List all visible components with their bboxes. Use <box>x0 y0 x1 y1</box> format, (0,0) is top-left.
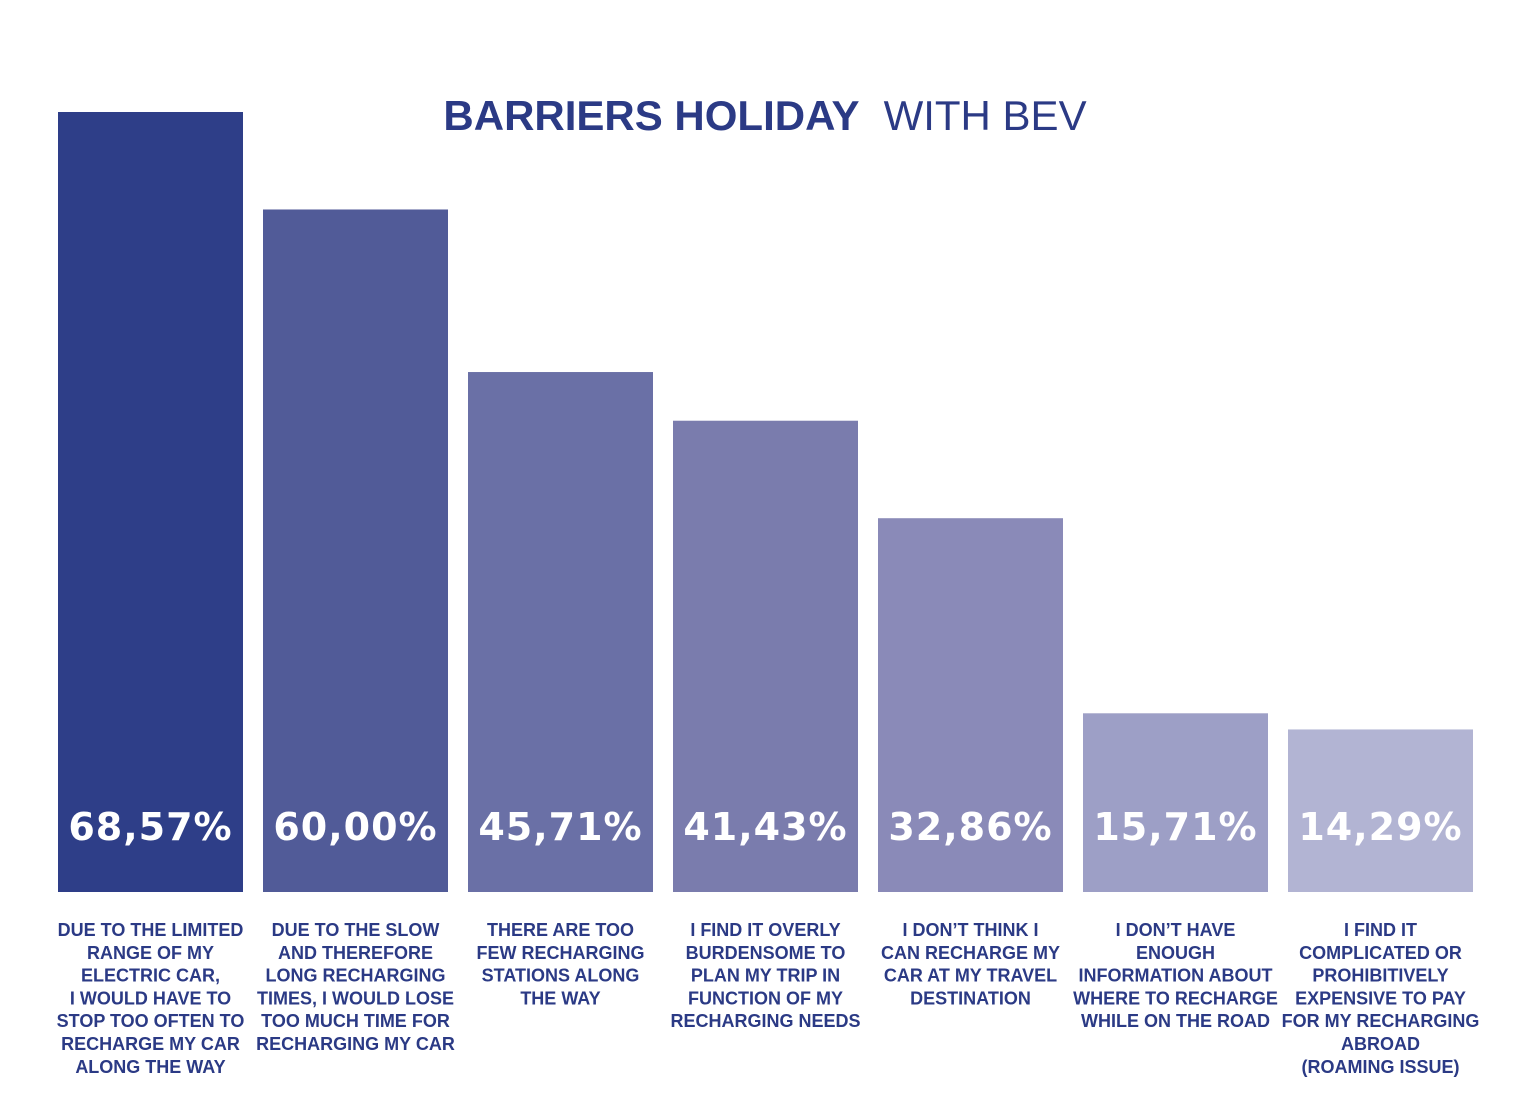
bar-value-label-7: 14,29% <box>1298 805 1462 849</box>
category-label-4: I FIND IT OVERLY BURDENSOME TO PLAN MY TRI… <box>670 920 860 1031</box>
category-label-line: WHERE TO RECHARGE <box>1073 988 1278 1008</box>
bar-value-label-2: 60,00% <box>273 805 437 849</box>
category-label-line: I FIND IT <box>1344 920 1417 940</box>
category-label-3: THERE ARE TOO FEW RECHARGING STATIONS ALON… <box>477 920 645 1008</box>
bar-6 <box>1083 713 1268 892</box>
bar-value-label-1: 68,57% <box>68 805 232 849</box>
category-label-line: COMPLICATED OR <box>1299 943 1462 963</box>
category-label-line: I WOULD HAVE TO <box>70 988 231 1008</box>
category-label-line: RECHARGING MY CAR <box>256 1034 455 1054</box>
category-label-line: RECHARGE MY CAR <box>61 1034 240 1054</box>
category-label-1: DUE TO THE LIMITED RANGE OF MY ELECTRIC CA… <box>57 920 245 1077</box>
category-label-line: STATIONS ALONG <box>482 966 640 986</box>
bar-3 <box>468 372 653 892</box>
category-label-line: (ROAMING ISSUE) <box>1301 1057 1459 1077</box>
category-label-line: I DON’T THINK I <box>903 920 1039 940</box>
category-label-line: CAR AT MY TRAVEL <box>884 966 1057 986</box>
bar-4 <box>673 420 858 892</box>
category-label-line: FEW RECHARGING <box>477 943 645 963</box>
category-label-line: PROHIBITIVELY <box>1312 966 1448 986</box>
category-label-line: FUNCTION OF MY <box>688 988 843 1008</box>
bar-2 <box>263 209 448 892</box>
bars-group <box>58 112 1473 892</box>
chart-title-bold: BARRIERS HOLIDAY <box>443 92 859 139</box>
category-label-5: I DON’T THINK I CAN RECHARGE MY CAR AT MY … <box>881 920 1060 1008</box>
category-label-line: BURDENSOME TO <box>686 943 846 963</box>
value-labels-group: 68,57% 60,00% 45,71% 41,43% 32,86% 15,71% 14,2… <box>68 805 1462 849</box>
category-label-line: I DON’T HAVE <box>1116 920 1236 940</box>
category-label-line: DESTINATION <box>910 988 1031 1008</box>
bar-value-label-4: 41,43% <box>683 805 847 849</box>
bar-value-label-6: 15,71% <box>1093 805 1257 849</box>
category-label-line: DUE TO THE SLOW <box>272 920 440 940</box>
category-label-line: ALONG THE WAY <box>75 1057 225 1077</box>
category-label-line: TOO MUCH TIME FOR <box>261 1011 450 1031</box>
category-label-line: AND THEREFORE <box>278 943 433 963</box>
category-label-line: RECHARGING NEEDS <box>670 1011 860 1031</box>
category-label-line: RANGE OF MY <box>87 943 214 963</box>
category-label-line: WHILE ON THE ROAD <box>1081 1011 1270 1031</box>
category-label-line: ABROAD <box>1341 1034 1420 1054</box>
category-label-line: PLAN MY TRIP IN <box>691 966 840 986</box>
category-label-line: CAN RECHARGE MY <box>881 943 1060 963</box>
category-label-line: TIMES, I WOULD LOSE <box>257 988 454 1008</box>
category-label-2: DUE TO THE SLOW AND THEREFORE LONG RECHARG… <box>256 920 455 1054</box>
category-label-line: INFORMATION ABOUT <box>1079 966 1273 986</box>
category-label-line: STOP TOO OFTEN TO <box>57 1011 245 1031</box>
category-label-line: FOR MY RECHARGING <box>1282 1011 1480 1031</box>
category-label-line: LONG RECHARGING <box>266 966 446 986</box>
category-label-line: THERE ARE TOO <box>487 920 634 940</box>
category-label-7: I FIND IT COMPLICATED OR PROHIBITIVELY EXPE… <box>1282 920 1480 1077</box>
category-label-6: I DON’T HAVE ENOUGH INFORMATION ABOUT WHERE… <box>1073 920 1278 1031</box>
category-labels-group: DUE TO THE LIMITED RANGE OF MY ELECTRIC CA… <box>57 920 1480 1077</box>
chart-title-light: WITH BEV <box>884 92 1087 139</box>
category-label-line: THE WAY <box>520 988 600 1008</box>
category-label-line: ELECTRIC CAR, <box>81 966 220 986</box>
category-label-line: I FIND IT OVERLY <box>690 920 840 940</box>
bar-7 <box>1288 729 1473 892</box>
bar-5 <box>878 518 1063 892</box>
bar-value-label-3: 45,71% <box>478 805 642 849</box>
bar-value-label-5: 32,86% <box>888 805 1052 849</box>
category-label-line: DUE TO THE LIMITED <box>58 920 244 940</box>
category-label-line: EXPENSIVE TO PAY <box>1295 988 1466 1008</box>
bar-1 <box>58 112 243 892</box>
category-label-line: ENOUGH <box>1136 943 1215 963</box>
chart-title: BARRIERS HOLIDAY WITH BEV <box>443 91 1086 140</box>
